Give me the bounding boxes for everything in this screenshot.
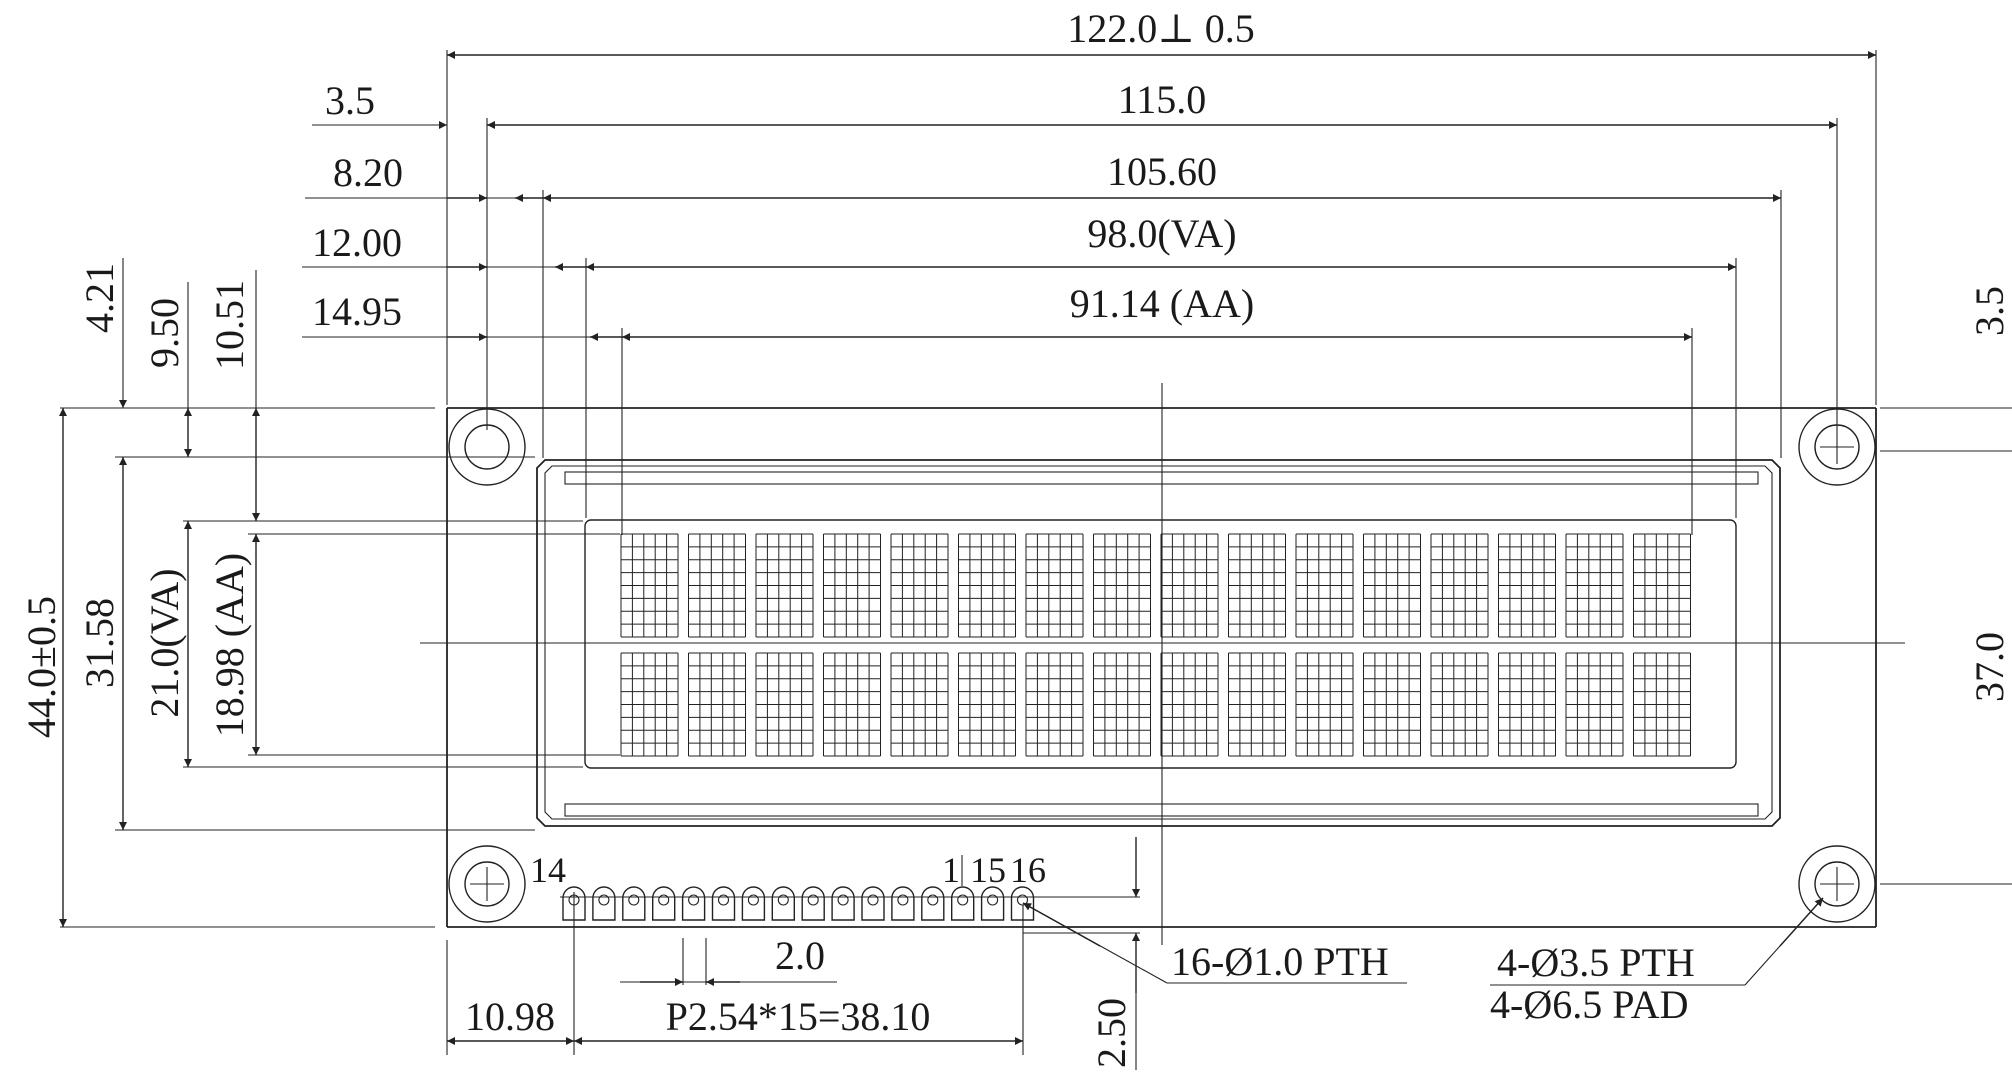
character-cell (620, 533, 679, 638)
pin-16-label: 16 (1010, 850, 1046, 890)
connector-pin (592, 886, 616, 921)
character-cell (1093, 652, 1151, 757)
connector-pin (891, 886, 915, 921)
viewing-area (584, 519, 1737, 769)
left-12-00-label: 12.00 (312, 220, 402, 265)
top-9-50-label: 9.50 (142, 298, 187, 368)
character-cell (755, 533, 814, 638)
connector-pin (831, 886, 855, 921)
connector-pin (681, 886, 706, 921)
connector-pin (951, 886, 975, 921)
connector-pin (652, 886, 676, 921)
connector-pin (980, 886, 1005, 921)
character-cell (1160, 652, 1219, 757)
va-width-label: 98.0(VA) (1087, 211, 1236, 256)
character-cell (1228, 652, 1286, 757)
character-cell (958, 533, 1016, 638)
connector-pin (861, 886, 885, 921)
connector-pin (711, 886, 736, 921)
character-cell (1498, 652, 1556, 757)
character-cell (1228, 533, 1286, 638)
pin-1-label: 1 (942, 850, 960, 890)
character-cell (890, 533, 949, 638)
pin-15-label: 15 (970, 850, 1006, 890)
pin-width-label: 2.0 (775, 933, 825, 978)
pin-offset-label: 10.98 (465, 994, 555, 1039)
top-4-21-label: 4.21 (77, 263, 122, 333)
character-cell (1093, 533, 1151, 638)
character-cell (1295, 652, 1354, 757)
pin-connector (560, 886, 1037, 921)
pin-height-label: 2.50 (1089, 998, 1134, 1068)
right-dimensions: 3.5 37.0 (1880, 286, 2012, 885)
bezel-width-label: 105.60 (1107, 149, 1217, 194)
top-10-51-label: 10.51 (207, 280, 252, 370)
aa-width-label: 91.14 (AA) (1070, 281, 1254, 326)
mounting-hole-bottom-right (1798, 845, 1876, 923)
connector-pin (771, 886, 795, 921)
connector-pin (921, 886, 945, 921)
connector-pin (622, 886, 646, 921)
character-cell (890, 652, 949, 757)
pin-14-label: 14 (530, 850, 566, 890)
character-cell (1633, 652, 1691, 757)
character-cell (958, 652, 1016, 757)
character-cell (1633, 533, 1691, 638)
mounting-hole-bottom-left (448, 845, 526, 923)
character-cell (755, 652, 814, 757)
top-dimensions: 122.0⊥ 0.5 115.0 3.5 105.60 8.20 98.0(VA… (302, 6, 1877, 535)
left-3-5-label: 3.5 (325, 78, 375, 123)
character-cell (1363, 533, 1421, 638)
character-cell (620, 652, 679, 757)
character-cell (1430, 533, 1489, 638)
va-height-label: 21.0(VA) (142, 568, 187, 717)
bezel-height-label: 31.58 (77, 598, 122, 688)
hole-pitch-label: 115.0 (1118, 77, 1207, 122)
connector-pin (741, 886, 766, 921)
character-cell (823, 652, 881, 757)
character-cell (1498, 533, 1556, 638)
mounting-holes (448, 408, 1876, 923)
left-dimensions: 44.0±0.5 31.58 4.21 21.0(VA) 9.50 18.98 … (19, 258, 620, 928)
character-cell (1295, 533, 1354, 638)
bottom-dimensions: 14 1 15 16 2.50 16-Ø1.0 PTH 4-Ø3.5 PTH 4… (446, 837, 1824, 1070)
aa-height-label: 18.98 (AA) (207, 553, 252, 737)
character-cell (823, 533, 881, 638)
character-cell (1025, 652, 1084, 757)
connector-pin (801, 886, 825, 921)
lcd-bezel (420, 383, 1905, 945)
character-cell (1565, 652, 1624, 757)
character-cell (688, 652, 746, 757)
character-cells (620, 533, 1691, 757)
left-14-95-label: 14.95 (312, 289, 402, 334)
pin-pitch-label: P2.54*15=38.10 (666, 994, 931, 1039)
character-cell (1363, 652, 1421, 757)
character-cell (1430, 652, 1489, 757)
overall-width-label: 122.0⊥ 0.5 (1067, 6, 1255, 51)
character-cell (1025, 533, 1084, 638)
mount-pad-label: 4-Ø6.5 PAD (1490, 982, 1689, 1027)
character-cell (1160, 533, 1219, 638)
right-37-0-label: 37.0 (1967, 632, 2012, 702)
character-cell (1565, 533, 1624, 638)
left-8-20-label: 8.20 (333, 150, 403, 195)
right-3-5-label: 3.5 (1967, 286, 2012, 336)
pth-note-label: 16-Ø1.0 PTH (1171, 939, 1389, 984)
overall-height-label: 44.0±0.5 (19, 596, 64, 738)
mount-pth-label: 4-Ø3.5 PTH (1497, 940, 1695, 985)
character-cell (688, 533, 746, 638)
